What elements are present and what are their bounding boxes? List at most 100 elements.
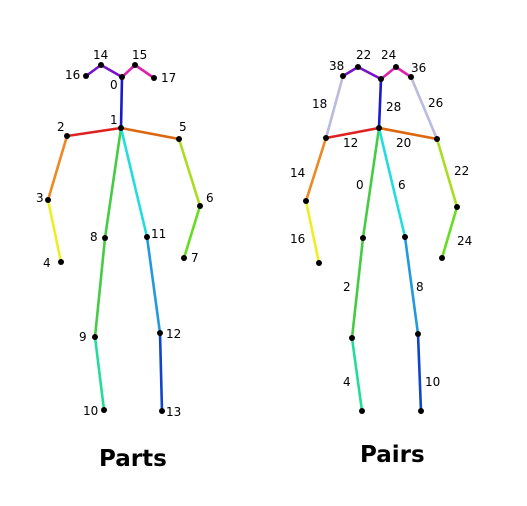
parts-joint-15 xyxy=(132,62,138,68)
pairs-label-16: 16 xyxy=(290,232,305,246)
parts-label-13: 13 xyxy=(166,405,181,419)
parts-limb-6-7 xyxy=(182,204,202,260)
pairs-joint-0 xyxy=(378,76,384,82)
parts-label-2: 2 xyxy=(57,120,65,134)
parts-limb-3-4 xyxy=(46,198,63,264)
parts-limb-0-1 xyxy=(119,75,124,130)
parts-limb-1-11 xyxy=(119,126,149,239)
pairs-joint-9 xyxy=(349,335,355,341)
parts-joint-2 xyxy=(64,133,70,139)
parts-label-14: 14 xyxy=(93,48,108,62)
parts-limb-12-13 xyxy=(158,331,164,413)
pairs-label-0: 0 xyxy=(356,178,364,192)
pairs-label-20: 20 xyxy=(396,136,411,150)
pairs-label-6: 6 xyxy=(398,178,406,192)
pairs-limb-12-13 xyxy=(416,332,423,413)
parts-joint-14 xyxy=(98,62,104,68)
pairs-joint-4 xyxy=(316,260,322,266)
pairs-label-2: 2 xyxy=(343,280,351,294)
pairs-label-10: 10 xyxy=(425,375,440,389)
parts-label-6: 6 xyxy=(206,191,214,205)
pairs-label-30: 22 xyxy=(356,48,371,62)
parts-label-1: 1 xyxy=(110,113,118,127)
parts-joint-5 xyxy=(176,136,182,142)
parts-limb-14-16 xyxy=(84,63,103,78)
pairs-limb-1-11 xyxy=(377,126,407,239)
pairs-limb-5-17 xyxy=(409,75,439,141)
parts-joint-7 xyxy=(181,255,187,261)
parts-limb-1-5 xyxy=(119,126,181,141)
parts-joint-0 xyxy=(119,74,125,80)
pairs-joint-6 xyxy=(454,204,460,210)
parts-label-3: 3 xyxy=(36,191,44,205)
pairs-label-22: 22 xyxy=(454,164,469,178)
parts-label-0: 0 xyxy=(110,78,118,92)
pairs-limb-1-5 xyxy=(377,126,439,141)
parts-limb-9-10 xyxy=(93,335,106,412)
parts-limb-8-9 xyxy=(93,236,107,339)
pairs-joint-1 xyxy=(376,125,382,131)
parts-joint-11 xyxy=(144,234,150,240)
pairs-limb-15-17 xyxy=(394,65,413,79)
parts-joint-12 xyxy=(157,330,163,336)
parts-joint-10 xyxy=(101,407,107,413)
pairs-joint-15 xyxy=(393,64,399,70)
pairs-limb-1-2 xyxy=(324,126,381,140)
pairs-label-24: 24 xyxy=(457,234,472,248)
parts-joint-3 xyxy=(45,197,51,203)
pairs-joint-10 xyxy=(359,408,365,414)
pairs-label-8: 8 xyxy=(416,280,424,294)
parts-joint-16 xyxy=(83,73,89,79)
pairs-limb-0-15 xyxy=(379,65,398,81)
pairs-joint-7 xyxy=(439,255,445,261)
parts-limb-0-14 xyxy=(99,63,124,79)
parts-joint-9 xyxy=(92,334,98,340)
parts-limb-2-3 xyxy=(46,134,69,202)
parts-limb-5-6 xyxy=(177,137,202,208)
parts-caption: Parts xyxy=(99,446,167,472)
pairs-limb-2-16 xyxy=(324,74,345,140)
parts-label-12: 12 xyxy=(166,327,181,341)
pairs-joint-2 xyxy=(323,135,329,141)
pairs-joint-8 xyxy=(360,235,366,241)
pairs-joint-3 xyxy=(303,198,309,204)
parts-skeleton xyxy=(45,62,203,414)
parts-joint-4 xyxy=(58,259,64,265)
parts-label-9: 9 xyxy=(79,330,87,344)
pairs-limb-5-6 xyxy=(435,137,459,209)
pairs-limb-3-4 xyxy=(304,199,321,265)
parts-label-11: 11 xyxy=(151,227,166,241)
parts-label-17: 17 xyxy=(161,71,176,85)
parts-label-4: 4 xyxy=(43,256,51,270)
pairs-label-18: 18 xyxy=(312,97,327,111)
pairs-limb-9-10 xyxy=(350,336,364,413)
pairs-label-28: 28 xyxy=(386,100,401,114)
pairs-limb-0-14 xyxy=(356,65,383,81)
pairs-label-14: 14 xyxy=(290,166,305,180)
pairs-limb-11-12 xyxy=(403,235,420,336)
pairs-joint-13 xyxy=(418,408,424,414)
parts-label-15: 15 xyxy=(132,48,147,62)
pairs-label-38: 38 xyxy=(329,59,344,73)
parts-label-7: 7 xyxy=(191,251,199,265)
parts-label-8: 8 xyxy=(90,230,98,244)
pairs-joint-14 xyxy=(355,64,361,70)
pairs-skeleton xyxy=(303,64,460,414)
pairs-limb-1-8 xyxy=(361,126,381,240)
pairs-limb-2-3 xyxy=(304,136,328,203)
pairs-joint-17 xyxy=(408,74,414,80)
parts-joint-6 xyxy=(197,203,203,209)
parts-joint-1 xyxy=(118,125,124,131)
parts-limb-1-2 xyxy=(65,126,123,138)
parts-joint-17 xyxy=(151,75,157,81)
parts-joint-13 xyxy=(159,408,165,414)
pairs-label-32: 24 xyxy=(381,48,396,62)
parts-label-5: 5 xyxy=(179,120,187,134)
pairs-label-36: 36 xyxy=(411,61,426,75)
pairs-caption: Pairs xyxy=(360,442,425,468)
pairs-label-4: 4 xyxy=(343,375,351,389)
pairs-label-12: 12 xyxy=(343,136,358,150)
parts-label-10: 10 xyxy=(83,404,98,418)
parts-limb-1-8 xyxy=(103,126,123,240)
